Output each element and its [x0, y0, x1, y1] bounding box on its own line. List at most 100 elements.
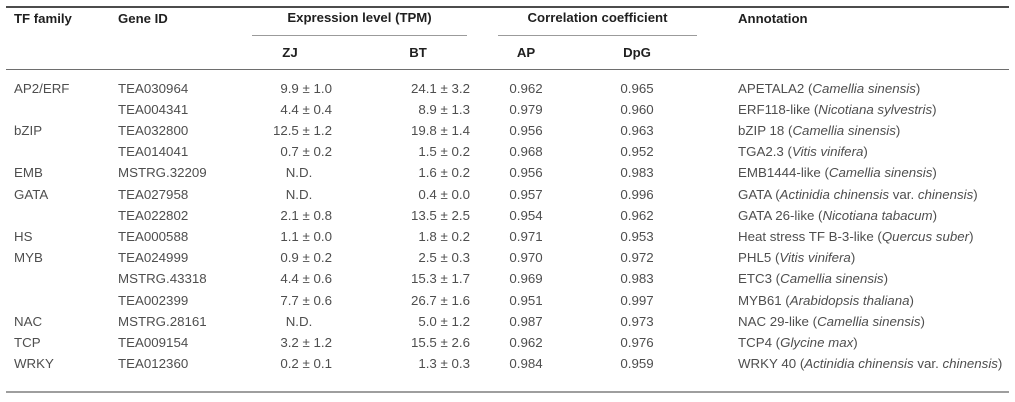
- bt-expression-cell: 2.5 ± 0.3: [418, 250, 470, 266]
- ap-correlation-cell: 0.951: [509, 292, 543, 308]
- ap-correlation-cell: 0.957: [509, 186, 543, 202]
- table-row: TEA022802 2.1 ± 0.8 13.5 ± 2.5 0.954 0.962 GA…: [6, 205, 1009, 226]
- bt-expression-cell: 8.9 ± 1.3: [418, 101, 470, 117]
- table-row: MSTRG.43318 4.4 ± 0.6 15.3 ± 1.7 0.969 0.983…: [6, 268, 1009, 289]
- annotation-cell: APETALA2 (Camellia sinensis): [738, 80, 921, 96]
- bt-expression-cell: 15.5 ± 2.6: [410, 334, 470, 350]
- dpg-correlation-cell: 0.996: [620, 186, 654, 202]
- dpg-correlation-cell: 0.952: [620, 144, 654, 160]
- tf-family-cell: [6, 290, 118, 311]
- table-row: TEA002399 7.7 ± 0.6 26.7 ± 1.6 0.951 0.997 MY…: [6, 290, 1009, 311]
- bt-expression-cell: 24.1 ± 3.2: [410, 80, 470, 96]
- bt-expression-cell: 19.8 ± 1.4: [410, 122, 470, 138]
- ap-correlation-cell: 0.970: [509, 250, 543, 266]
- zj-expression-cell: 4.4 ± 0.4: [280, 101, 332, 117]
- table-row: GATA TEA027958 N.D. 0.4 ± 0.0 0.957 0.996 GATA…: [6, 184, 1009, 205]
- zj-expression-cell: 0.2 ± 0.1: [280, 356, 332, 372]
- bt-expression-cell: 1.3 ± 0.3: [418, 356, 470, 372]
- table-body: AP2/ERF TEA030964 9.9 ± 1.0 24.1 ± 3.2 0.962…: [6, 69, 1009, 392]
- tf-family-cell: NAC: [14, 313, 43, 329]
- table-row: MYB TEA024999 0.9 ± 0.2 2.5 ± 0.3 0.970 0.972…: [6, 247, 1009, 268]
- header-bt: BT: [366, 39, 480, 70]
- table-row: AP2/ERF TEA030964 9.9 ± 1.0 24.1 ± 3.2 0.962…: [6, 69, 1009, 99]
- table-row: TEA004341 4.4 ± 0.4 8.9 ± 1.3 0.979 0.960 ERF…: [6, 99, 1009, 120]
- tf-family-cell: bZIP: [14, 122, 43, 138]
- annotation-cell: GATA (Actinidia chinensis var. chinensis…: [738, 186, 978, 202]
- table-row: NAC MSTRG.28161 N.D. 5.0 ± 1.2 0.987 0.973 NAC…: [6, 311, 1009, 332]
- ap-correlation-cell: 0.979: [509, 101, 543, 117]
- tf-family-cell: [6, 268, 118, 289]
- gene-id-cell: TEA002399: [118, 292, 189, 308]
- annotation-cell: ETC3 (Camellia sinensis): [738, 271, 889, 287]
- header-expression-group: Expression level (TPM): [248, 7, 480, 39]
- bt-expression-cell: 13.5 ± 2.5: [410, 207, 470, 223]
- table-row: TCP TEA009154 3.2 ± 1.2 15.5 ± 2.6 0.962 0.97…: [6, 332, 1009, 353]
- zj-expression-cell: N.D.: [285, 165, 313, 181]
- gene-id-cell: TEA014041: [118, 144, 189, 160]
- annotation-cell: TCP4 (Glycine max): [738, 334, 858, 350]
- dpg-correlation-cell: 0.997: [620, 292, 654, 308]
- tf-family-cell: [6, 205, 118, 226]
- tf-family-cell: TCP: [14, 334, 41, 350]
- gene-id-cell: MSTRG.28161: [118, 313, 207, 329]
- zj-expression-cell: 0.9 ± 0.2: [280, 250, 332, 266]
- dpg-correlation-cell: 0.973: [620, 313, 654, 329]
- dpg-correlation-cell: 0.983: [620, 271, 654, 287]
- annotation-cell: WRKY 40 (Actinidia chinensis var. chinen…: [738, 356, 1003, 372]
- table-row: WRKY TEA012360 0.2 ± 0.1 1.3 ± 0.3 0.984 0.95…: [6, 353, 1009, 392]
- ap-correlation-cell: 0.987: [509, 313, 543, 329]
- annotation-cell: PHL5 (Vitis vinifera): [738, 250, 856, 266]
- bt-expression-cell: 1.8 ± 0.2: [418, 228, 470, 244]
- annotation-cell: Heat stress TF B-3-like (Quercus suber): [738, 228, 974, 244]
- dpg-correlation-cell: 0.960: [620, 101, 654, 117]
- dpg-correlation-cell: 0.959: [620, 356, 654, 372]
- tf-family-cell: WRKY: [14, 356, 54, 372]
- annotation-cell: TGA2.3 (Vitis vinifera): [738, 144, 868, 160]
- header-correlation-label: Correlation coefficient: [527, 10, 668, 25]
- tf-family-cell: EMB: [14, 165, 43, 181]
- bt-expression-cell: 1.6 ± 0.2: [418, 165, 470, 181]
- table-row: EMB MSTRG.32209 N.D. 1.6 ± 0.2 0.956 0.983 EMB…: [6, 162, 1009, 183]
- zj-expression-cell: 0.7 ± 0.2: [280, 144, 332, 160]
- ap-correlation-cell: 0.956: [509, 122, 543, 138]
- gene-id-cell: MSTRG.43318: [118, 271, 207, 287]
- bt-expression-cell: 5.0 ± 1.2: [418, 313, 470, 329]
- header-correlation-group: Correlation coefficient: [480, 7, 702, 39]
- tf-family-cell: AP2/ERF: [14, 80, 70, 96]
- annotation-cell: NAC 29-like (Camellia sinensis): [738, 313, 925, 329]
- dpg-correlation-cell: 0.972: [620, 250, 654, 266]
- ap-correlation-cell: 0.984: [509, 356, 543, 372]
- annotation-cell: ERF118-like (Nicotiana sylvestris): [738, 101, 937, 117]
- gene-id-cell: TEA032800: [118, 122, 189, 138]
- zj-expression-cell: 3.2 ± 1.2: [280, 334, 332, 350]
- ap-correlation-cell: 0.969: [509, 271, 543, 287]
- zj-expression-cell: 7.7 ± 0.6: [280, 292, 332, 308]
- gene-id-cell: TEA004341: [118, 101, 189, 117]
- zj-expression-cell: 2.1 ± 0.8: [280, 207, 332, 223]
- ap-correlation-cell: 0.962: [509, 80, 543, 96]
- gene-id-cell: TEA009154: [118, 334, 189, 350]
- zj-expression-cell: 12.5 ± 1.2: [272, 122, 332, 138]
- gene-id-cell: TEA000588: [118, 228, 189, 244]
- dpg-correlation-cell: 0.962: [620, 207, 654, 223]
- dpg-correlation-cell: 0.983: [620, 165, 654, 181]
- header-gene-id: Gene ID: [118, 7, 248, 70]
- tf-correlation-table: TF family Gene ID Expression level (TPM)…: [6, 6, 1009, 394]
- annotation-cell: GATA 26-like (Nicotiana tabacum): [738, 207, 938, 223]
- gene-id-cell: MSTRG.32209: [118, 165, 207, 181]
- header-dpg: DpG: [572, 39, 702, 70]
- gene-id-cell: TEA012360: [118, 356, 189, 372]
- tf-family-cell: GATA: [14, 186, 49, 202]
- zj-expression-cell: 1.1 ± 0.0: [280, 228, 332, 244]
- dpg-correlation-cell: 0.976: [620, 334, 654, 350]
- annotation-cell: EMB1444-like (Camellia sinensis): [738, 165, 937, 181]
- header-ap: AP: [480, 39, 572, 70]
- bt-expression-cell: 1.5 ± 0.2: [418, 144, 470, 160]
- zj-expression-cell: N.D.: [285, 186, 313, 202]
- tf-family-cell: [6, 141, 118, 162]
- dpg-correlation-cell: 0.953: [620, 228, 654, 244]
- bt-expression-cell: 26.7 ± 1.6: [410, 292, 470, 308]
- header-expression-label: Expression level (TPM): [287, 10, 432, 25]
- zj-expression-cell: 4.4 ± 0.6: [280, 271, 332, 287]
- tf-family-cell: MYB: [14, 250, 43, 266]
